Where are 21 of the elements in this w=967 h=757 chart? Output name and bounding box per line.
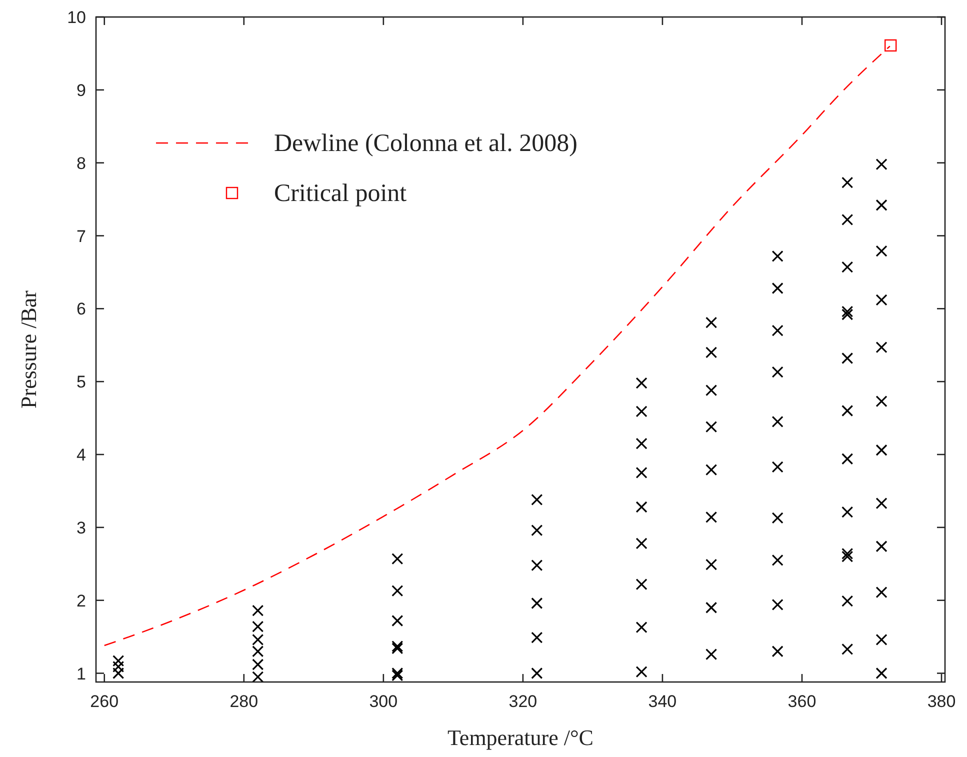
y-tick-label: 7	[76, 226, 86, 246]
y-tick-label: 1	[76, 664, 86, 684]
y-tick-label: 2	[76, 591, 86, 610]
x-tick-label: 360	[788, 692, 816, 711]
x-tick-label: 300	[369, 692, 398, 711]
x-axis-title: Temperature /°C	[448, 725, 594, 750]
y-tick-label: 4	[76, 446, 86, 464]
x-tick-label: 340	[648, 692, 677, 711]
x-tick-label: 380	[927, 692, 956, 711]
legend-label: Dewline (Colonna et al. 2008)	[274, 130, 578, 157]
y-axis-title: Pressure /Bar	[16, 290, 41, 408]
x-tick-label: 260	[90, 692, 119, 711]
y-tick-label: 8	[76, 154, 86, 173]
y-tick-label: 3	[76, 518, 86, 538]
legend-label: Critical point	[274, 180, 407, 207]
y-tick-label: 5	[76, 372, 86, 392]
x-tick-label: 280	[230, 692, 258, 711]
x-tick-label: 320	[508, 692, 538, 711]
y-tick-label: 9	[76, 80, 86, 100]
y-tick-label: 6	[76, 300, 86, 319]
y-tick-label: 10	[67, 8, 86, 27]
